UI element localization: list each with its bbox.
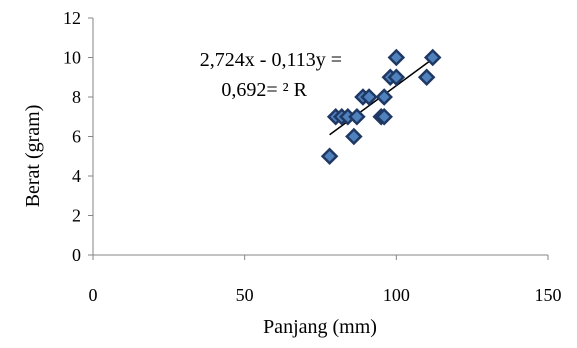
x-axis-title: Panjang (mm) [263,316,377,338]
data-point [387,68,406,87]
y-tick-label: 4 [72,166,81,186]
y-tick-label: 8 [72,87,81,107]
x-tick-label: 50 [236,285,254,305]
data-point [360,88,378,106]
y-tick-label: 12 [63,8,81,28]
data-point [387,48,406,67]
data-points [320,48,442,166]
y-tick-label: 6 [72,127,81,147]
tick-labels: 0 2 4 6 8 10 12 0 50 100 150 [63,8,562,305]
data-point [348,107,366,126]
x-tick-label: 100 [383,285,410,305]
y-axis-title: Berat (gram) [22,105,44,208]
x-tick-label: 150 [535,285,562,305]
y-tick-label: 10 [63,48,81,68]
data-point [375,88,393,106]
axes [88,17,549,260]
y-tick-label: 0 [72,245,81,265]
data-point [320,147,339,166]
trendline-equation-line1: 2,724x - 0,113y = [200,49,342,71]
y-tick-label: 2 [72,206,81,226]
data-point [417,68,436,87]
x-tick-label: 0 [89,285,98,305]
data-point [375,107,393,126]
data-point [345,127,363,146]
trendline-equation-line2: 0,692= ² R [221,79,307,101]
data-point [423,48,442,67]
